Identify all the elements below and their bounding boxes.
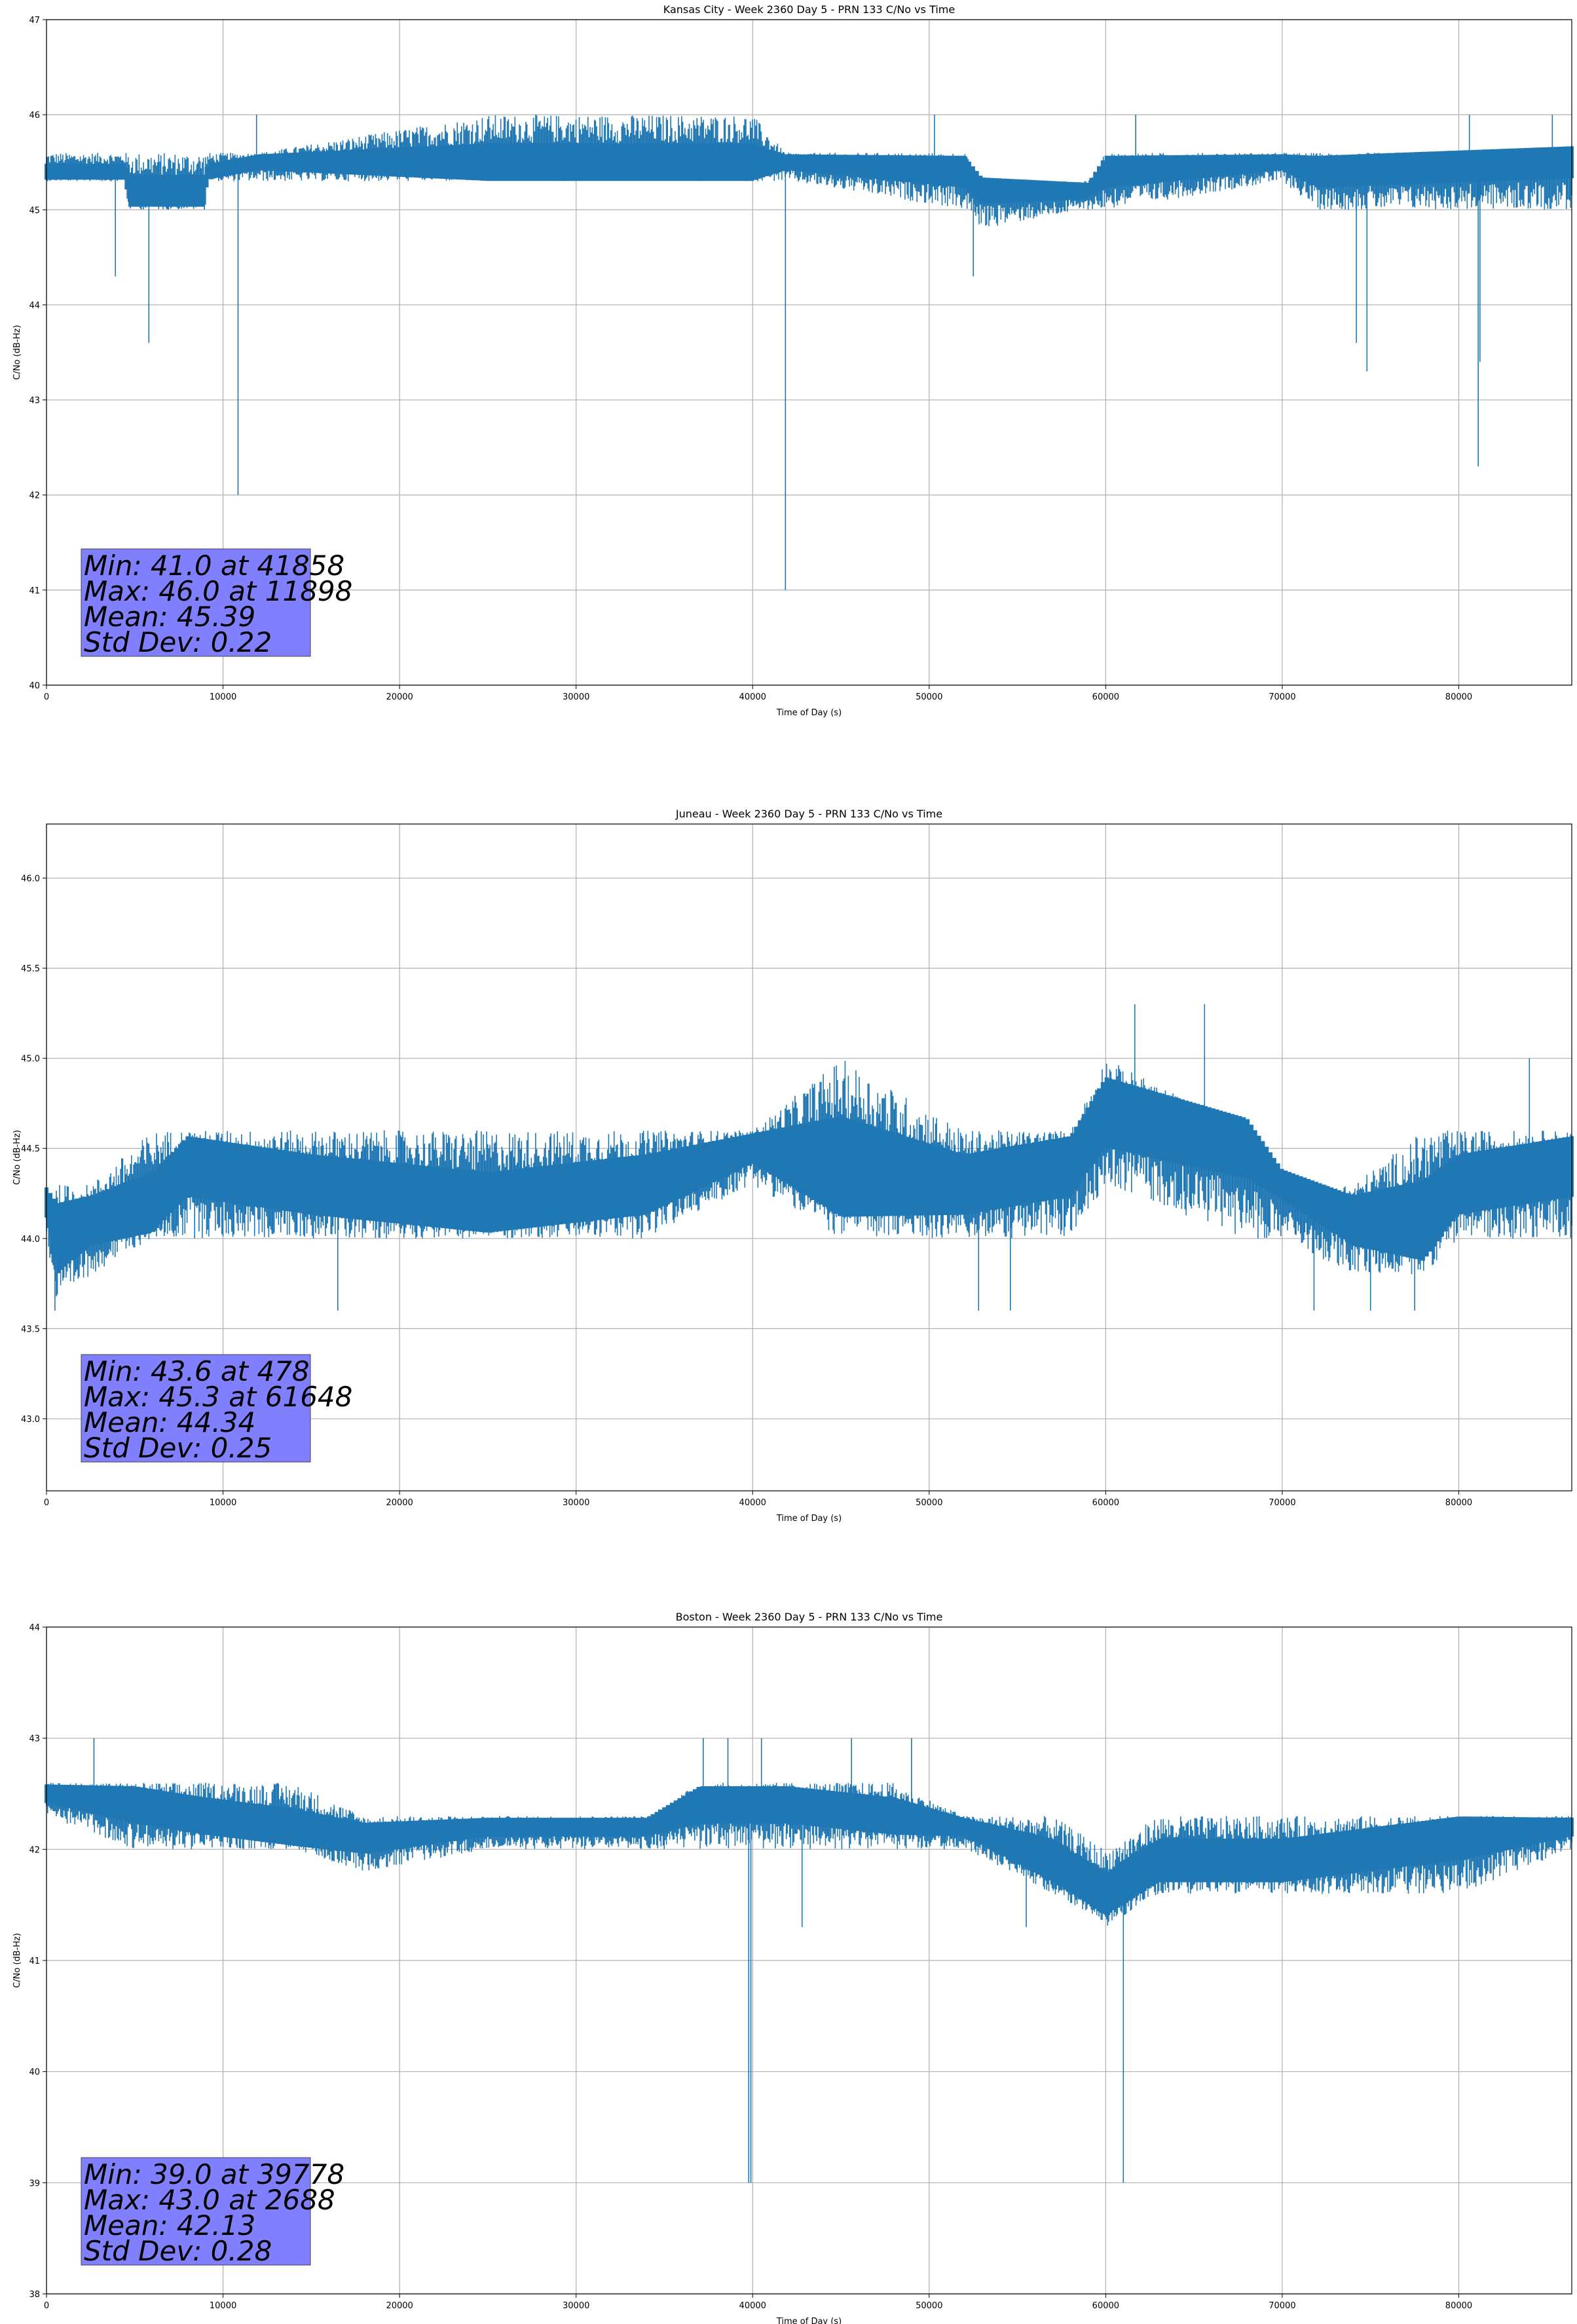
chart-title: Boston - Week 2360 Day 5 - PRN 133 C/No …	[676, 1611, 943, 1623]
y-tick-label: 40	[29, 2068, 40, 2078]
stats-line: Max: 45.3 at 61648	[84, 1381, 352, 1413]
y-tick-label: 41	[29, 586, 40, 596]
stats-line: Mean: 42.13	[84, 2209, 255, 2241]
x-tick-label: 10000	[210, 2301, 236, 2311]
y-tick-label: 43.0	[21, 1415, 40, 1425]
y-tick-label: 43.5	[21, 1324, 40, 1334]
x-tick-label: 80000	[1445, 692, 1472, 702]
chart-title: Juneau - Week 2360 Day 5 - PRN 133 C/No …	[675, 808, 942, 820]
y-tick-label: 44.0	[21, 1235, 40, 1245]
x-tick-label: 50000	[916, 692, 942, 702]
y-tick-label: 45.0	[21, 1055, 40, 1064]
x-tick-label: 20000	[386, 692, 413, 702]
stats-box-background	[81, 2157, 311, 2266]
stats-line: Std Dev: 0.25	[84, 1432, 272, 1464]
stats-line: Max: 46.0 at 11898	[84, 575, 352, 607]
y-tick-label: 43	[29, 396, 40, 406]
chart-panel-1: 0 10000 20000 30000 40000 50000 60000 70000 8000…	[12, 808, 1574, 1524]
x-tick-label: 60000	[1092, 1498, 1119, 1508]
x-tick-label: 50000	[916, 2301, 942, 2311]
stats-line: Mean: 45.39	[84, 601, 255, 633]
y-tick-label: 43	[29, 1734, 40, 1744]
stats-line: Std Dev: 0.28	[84, 2235, 272, 2267]
x-tick-label: 20000	[386, 2301, 413, 2311]
y-tick-label: 41	[29, 1957, 40, 1966]
x-tick-label: 30000	[563, 1498, 589, 1508]
stats-line: Min: 39.0 at 39778	[84, 2158, 344, 2190]
y-tick-label: 45.5	[21, 964, 40, 974]
stats-line: Std Dev: 0.22	[84, 626, 272, 658]
data-series-0	[45, 115, 1574, 590]
y-tick-label: 42	[29, 491, 40, 501]
x-tick-label: 0	[44, 692, 49, 702]
x-tick-label: 10000	[210, 692, 236, 702]
y-tick-label: 40	[29, 681, 40, 691]
y-tick-label: 44	[29, 301, 40, 310]
chart-panel-0: 0 10000 20000 30000 40000 50000 60000 70000 8000…	[12, 3, 1574, 718]
y-axis-label: C/No (dB-Hz)	[12, 1130, 22, 1185]
axes-frame	[46, 823, 1572, 1491]
x-tick-label: 50000	[916, 1498, 942, 1508]
x-tick-label: 60000	[1092, 692, 1119, 702]
stats-line: Max: 43.0 at 2688	[84, 2184, 335, 2216]
y-axis-label: C/No (dB-Hz)	[12, 325, 22, 380]
y-tick-label: 45	[29, 206, 40, 216]
x-tick-label: 70000	[1269, 2301, 1295, 2311]
x-tick-label: 30000	[563, 692, 589, 702]
x-tick-label: 70000	[1269, 692, 1295, 702]
stats-box-background	[81, 548, 311, 657]
stats-line: Min: 41.0 at 41858	[84, 550, 344, 582]
x-axis-label: Time of Day (s)	[776, 2317, 842, 2324]
x-tick-label: 40000	[739, 692, 766, 702]
x-axis-label: Time of Day (s)	[776, 708, 842, 718]
y-tick-label: 44	[29, 1623, 40, 1633]
y-tick-label: 46.0	[21, 874, 40, 884]
x-tick-label: 70000	[1269, 1498, 1295, 1508]
stats-box-background	[81, 1354, 311, 1463]
y-axis-label: C/No (dB-Hz)	[12, 1933, 22, 1988]
x-tick-label: 10000	[210, 1498, 236, 1508]
x-tick-label: 40000	[739, 2301, 766, 2311]
x-tick-label: 80000	[1445, 1498, 1472, 1508]
data-series-0	[45, 1004, 1574, 1311]
x-tick-label: 30000	[563, 2301, 589, 2311]
chart-title: Kansas City - Week 2360 Day 5 - PRN 133 …	[663, 3, 955, 16]
stats-line: Min: 43.6 at 478	[84, 1355, 310, 1387]
x-axis-label: Time of Day (s)	[776, 1514, 842, 1524]
y-tick-label: 42	[29, 1845, 40, 1855]
stats-line: Mean: 44.34	[84, 1406, 255, 1438]
x-tick-label: 40000	[739, 1498, 766, 1508]
chart-panel-2: 0 10000 20000 30000 40000 50000 60000 70000 8000…	[12, 1611, 1574, 2324]
x-tick-label: 80000	[1445, 2301, 1472, 2311]
x-tick-label: 0	[44, 2301, 49, 2311]
y-tick-label: 38	[29, 2290, 40, 2300]
y-tick-label: 46	[29, 111, 40, 121]
x-tick-label: 20000	[386, 1498, 413, 1508]
y-tick-label: 44.5	[21, 1144, 40, 1154]
y-tick-label: 47	[29, 16, 40, 26]
x-tick-label: 0	[44, 1498, 49, 1508]
x-tick-label: 60000	[1092, 2301, 1119, 2311]
axes-frame	[46, 19, 1572, 686]
y-tick-label: 39	[29, 2179, 40, 2188]
